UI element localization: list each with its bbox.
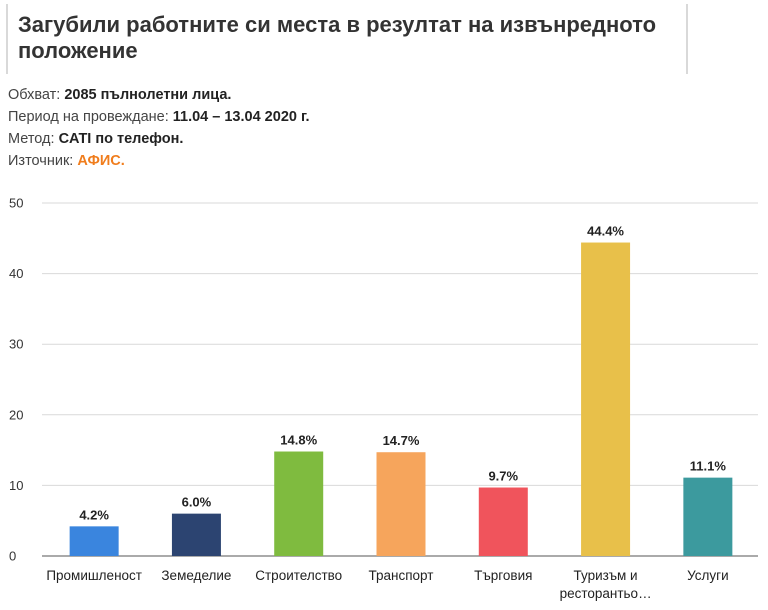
x-tick-label: Транспорт: [369, 568, 434, 583]
meta-value: CATI по телефон.: [58, 131, 184, 147]
meta-value: 11.04 – 13.04 2020 г.: [172, 109, 310, 125]
bar: [376, 452, 426, 556]
data-label: 14.7%: [383, 433, 420, 448]
data-label: 9.7%: [488, 469, 518, 484]
y-tick-label: 30: [9, 337, 23, 352]
page-title: Загубили работните си места в резултат н…: [18, 12, 657, 63]
bar: [171, 513, 221, 556]
x-tick-label: Туризъм и ресторантьо…: [560, 568, 652, 601]
data-label: 4.2%: [79, 507, 109, 522]
y-tick-label: 20: [9, 407, 23, 422]
meta-value: 2085 пълнолетни лица.: [64, 87, 232, 103]
x-tick-label: Промишленост: [46, 568, 142, 583]
y-tick-label: 40: [9, 266, 23, 281]
meta-row-method: Метод: CATI по телефон.: [8, 128, 310, 150]
x-tick-label: Земеделие: [161, 568, 231, 583]
meta-value-source: АФИС.: [77, 153, 125, 169]
meta-key: Източник:: [8, 153, 74, 169]
meta-row-source: Източник: АФИС.: [8, 150, 310, 172]
y-tick-label: 50: [9, 196, 23, 211]
title-block: Загубили работните си места в резултат н…: [6, 4, 688, 74]
bar: [69, 526, 119, 556]
data-label: 11.1%: [690, 459, 727, 474]
data-label: 14.8%: [280, 433, 317, 448]
meta-row-period: Период на провеждане: 11.04 – 13.04 2020…: [8, 106, 310, 128]
y-tick-label: 0: [9, 549, 16, 564]
bar: [478, 487, 528, 556]
y-tick-label: 10: [9, 478, 23, 493]
meta-key: Обхват:: [8, 87, 61, 103]
meta-key: Период на провеждане:: [8, 109, 169, 125]
data-label: 6.0%: [182, 495, 212, 510]
x-tick-label: Строителство: [255, 568, 342, 583]
bar: [683, 477, 733, 556]
x-tick-label: Търговия: [474, 568, 532, 583]
bar: [274, 451, 324, 556]
survey-meta: Обхват: 2085 пълнолетни лица. Период на …: [8, 84, 310, 172]
data-label: 44.4%: [587, 224, 624, 239]
x-tick-label: Услуги: [687, 568, 729, 583]
bar: [581, 242, 631, 556]
meta-row-scope: Обхват: 2085 пълнолетни лица.: [8, 84, 310, 106]
meta-key: Метод:: [8, 131, 55, 147]
